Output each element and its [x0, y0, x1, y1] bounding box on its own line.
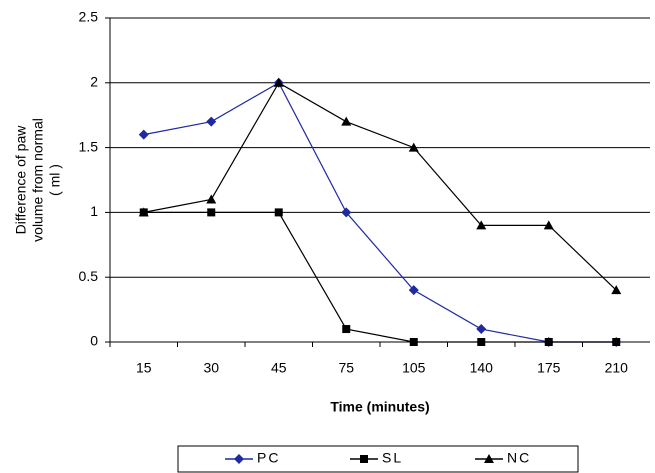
- marker: [138, 129, 149, 140]
- series-line: [143, 81, 617, 343]
- marker: [611, 285, 622, 295]
- series-line: [143, 211, 617, 343]
- marker: [207, 208, 216, 217]
- marker: [476, 324, 487, 335]
- y-tick-label: 0.5: [79, 268, 99, 284]
- x-tick-label: 30: [203, 360, 219, 376]
- marker: [342, 325, 351, 334]
- y-tick-label: 0: [90, 333, 98, 349]
- marker: [274, 208, 283, 217]
- series-line: [143, 81, 617, 291]
- marker: [477, 338, 486, 346]
- y-tick-label: 1: [90, 203, 98, 219]
- marker: [138, 207, 149, 217]
- legend-label: PC: [257, 450, 280, 466]
- marker: [408, 142, 419, 152]
- x-tick-label: 15: [136, 360, 152, 376]
- y-axis-label: Difference of paw: [13, 125, 29, 235]
- marker: [543, 220, 554, 230]
- x-tick-label: 175: [537, 360, 561, 376]
- x-tick-label: 45: [271, 360, 287, 376]
- legend-label: SL: [382, 450, 403, 466]
- marker: [544, 338, 553, 346]
- marker: [273, 77, 284, 87]
- x-tick-label: 105: [402, 360, 426, 376]
- y-axis-label: ( ml ): [47, 164, 63, 196]
- marker: [409, 338, 418, 346]
- marker: [360, 455, 368, 463]
- x-axis-label: Time (minutes): [330, 399, 429, 415]
- marker: [484, 454, 494, 463]
- x-tick-label: 75: [338, 360, 354, 376]
- x-tick-label: 210: [605, 360, 629, 376]
- x-tick-label: 140: [470, 360, 494, 376]
- marker: [408, 285, 419, 296]
- y-tick-label: 2: [90, 74, 98, 90]
- legend-label: NC: [507, 450, 531, 466]
- marker: [206, 194, 217, 204]
- marker: [206, 116, 217, 127]
- marker: [476, 220, 487, 230]
- marker: [234, 454, 244, 464]
- y-axis-label: volume from normal: [30, 118, 46, 242]
- y-tick-label: 2.5: [79, 9, 99, 25]
- y-tick-label: 1.5: [79, 138, 99, 154]
- marker: [612, 338, 621, 346]
- marker: [341, 116, 352, 126]
- marker: [341, 207, 352, 218]
